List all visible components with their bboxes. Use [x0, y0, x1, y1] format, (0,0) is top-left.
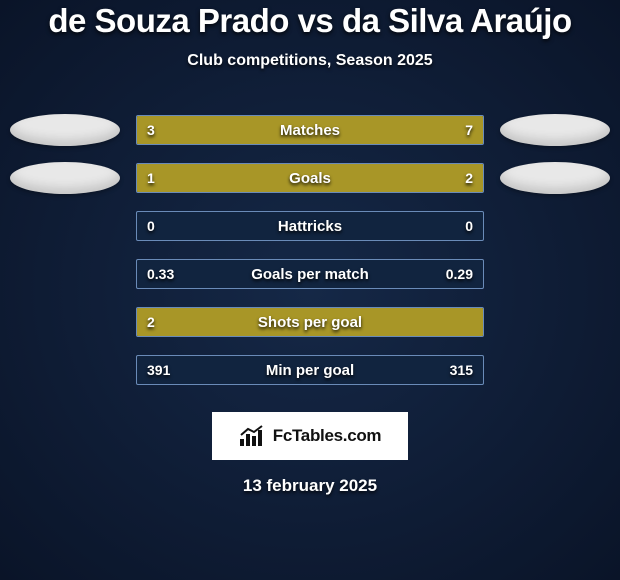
- comparison-row: 37Matches: [0, 114, 620, 146]
- oval-spacer: [500, 306, 610, 338]
- stat-bar: 0 0Hattricks: [136, 211, 484, 241]
- oval-spacer: [10, 306, 120, 338]
- player-right-indicator: [500, 114, 610, 146]
- oval-spacer: [500, 354, 610, 386]
- stat-bar: 12Goals: [136, 163, 484, 193]
- player-right-indicator: [500, 162, 610, 194]
- infographic-container: de Souza Prado vs da Silva Araújo Club c…: [0, 0, 620, 580]
- stat-value-right: 0: [465, 212, 473, 240]
- player-left-indicator: [10, 162, 120, 194]
- stat-bar-fill-left: [137, 164, 252, 192]
- stat-value-left: 391: [147, 356, 170, 384]
- stat-value-right: 0.29: [446, 260, 473, 288]
- oval-spacer: [10, 354, 120, 386]
- oval-spacer: [500, 258, 610, 290]
- stat-value-right: 315: [450, 356, 473, 384]
- comparison-row: 0 0Hattricks: [0, 210, 620, 242]
- stat-label: Hattricks: [137, 212, 483, 240]
- stat-bar-fill-left: [137, 116, 241, 144]
- page-subtitle: Club competitions, Season 2025: [187, 52, 432, 70]
- page-title: de Souza Prado vs da Silva Araújo: [48, 2, 571, 40]
- stat-label: Min per goal: [137, 356, 483, 384]
- stat-bar: 2Shots per goal: [136, 307, 484, 337]
- stat-value-left: 0: [147, 212, 155, 240]
- comparison-row: 12Goals: [0, 162, 620, 194]
- comparison-row: 0.33 0.29Goals per match: [0, 258, 620, 290]
- logo-box: FcTables.com: [212, 412, 408, 460]
- oval-spacer: [500, 210, 610, 242]
- oval-spacer: [10, 210, 120, 242]
- stat-bar-fill-right: [241, 116, 483, 144]
- stat-label: Goals per match: [137, 260, 483, 288]
- comparison-rows: 37Matches 12Goals 0 0Hattricks 0.33 0.29Goals…: [0, 114, 620, 402]
- oval-spacer: [10, 258, 120, 290]
- stat-value-left: 0.33: [147, 260, 174, 288]
- stat-bar: 0.33 0.29Goals per match: [136, 259, 484, 289]
- logo-text: FcTables.com: [273, 426, 382, 446]
- chart-icon: [239, 425, 267, 447]
- stat-bar-fill-right: [252, 164, 483, 192]
- stat-bar: 391 315Min per goal: [136, 355, 484, 385]
- comparison-row: 391 315Min per goal: [0, 354, 620, 386]
- stat-bar: 37Matches: [136, 115, 484, 145]
- player-left-indicator: [10, 114, 120, 146]
- date-label: 13 february 2025: [243, 476, 377, 496]
- stat-bar-fill-left: [137, 308, 483, 336]
- comparison-row: 2Shots per goal: [0, 306, 620, 338]
